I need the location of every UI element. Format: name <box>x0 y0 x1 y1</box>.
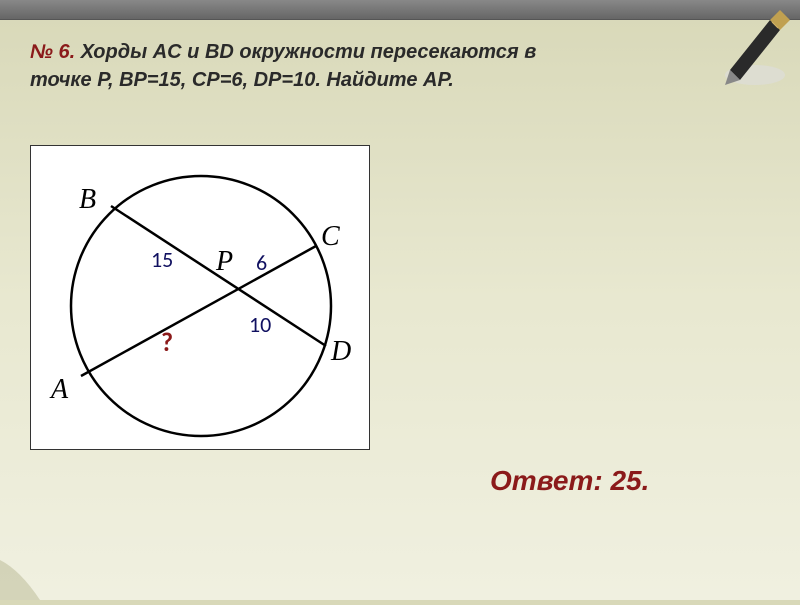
pen-decoration-icon <box>700 0 795 95</box>
problem-number: № 6. <box>30 41 75 63</box>
measure-cp: 6 <box>256 249 267 276</box>
window-top-bar <box>0 0 800 20</box>
problem-text-1: Хорды AC и BD окружности пересекаются в <box>75 41 536 63</box>
problem-text-2: точке P, BP=15, CP=6, DP=10. Найдите AP. <box>30 69 454 91</box>
point-label-a: A <box>51 374 68 406</box>
point-label-p: P <box>216 246 233 278</box>
corner-decoration-icon <box>0 540 60 600</box>
measure-bp: 15 <box>151 246 173 273</box>
chord-ac <box>81 246 316 376</box>
problem-statement: № 6. Хорды AC и BD окружности пересекают… <box>0 20 800 104</box>
point-label-d: D <box>331 336 351 368</box>
answer-text: Ответ: 25. <box>490 465 649 497</box>
point-label-c: C <box>321 221 340 253</box>
main-circle <box>71 176 331 436</box>
measure-ap-unknown: ? <box>161 326 173 358</box>
measure-dp: 10 <box>249 311 271 338</box>
geometry-diagram: A B C D P 15 6 10 ? <box>30 145 370 450</box>
point-label-b: B <box>79 184 96 216</box>
